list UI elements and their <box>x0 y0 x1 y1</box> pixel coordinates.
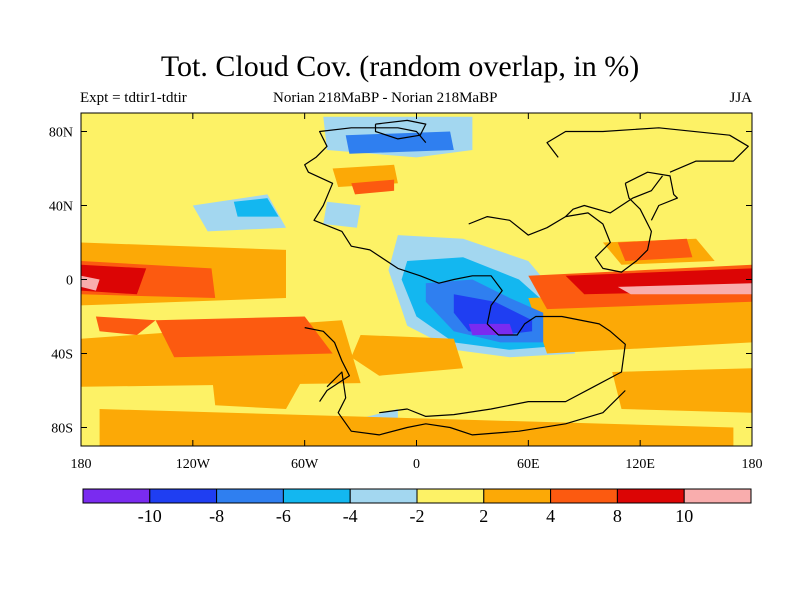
cloud-anomaly-region <box>323 201 361 228</box>
colorbar-label: 8 <box>613 506 622 526</box>
cloud-anomaly-region <box>468 323 514 335</box>
coastline <box>546 127 749 173</box>
x-tick-label: 60E <box>517 457 540 472</box>
coastline <box>326 371 626 436</box>
x-tick-label: 120E <box>625 457 655 472</box>
cloud-anomaly-region <box>351 179 395 195</box>
cloud-anomaly-region <box>345 131 454 154</box>
coastline <box>468 183 652 273</box>
cloud-anomaly-region <box>211 372 305 409</box>
y-tick-label: 40N <box>49 200 73 215</box>
cloud-anomaly-region <box>617 238 693 261</box>
colorbar-swatch <box>149 488 218 504</box>
case-label: Norian 218MaBP - Norian 218MaBP <box>273 90 498 106</box>
coastline <box>304 127 626 417</box>
coastline-layer <box>304 119 749 436</box>
y-tick-label: 0 <box>66 274 73 289</box>
cloud-anomaly-region <box>95 316 156 335</box>
cloud-anomaly-region <box>617 283 752 295</box>
x-tick-label: 180 <box>71 457 92 472</box>
cloud-anomaly-region <box>612 368 752 413</box>
cloud-anomaly-region <box>155 316 333 358</box>
colorbar-swatch <box>550 488 618 504</box>
field-layer <box>81 113 752 446</box>
colorbar: -10 -8 -6 -4 -2 2 4 8 10 <box>82 488 752 526</box>
y-tick-label: 80N <box>49 126 73 141</box>
colorbar-label: 4 <box>546 506 555 526</box>
cloud-anomaly-region <box>233 198 279 217</box>
experiment-label: Expt = tdtir1-tdtir <box>80 90 187 106</box>
cloud-anomaly-region <box>99 409 734 446</box>
coastline <box>304 327 350 402</box>
colorbar-swatch <box>483 488 552 504</box>
coastline <box>565 175 663 218</box>
colorbar-swatch <box>82 488 151 504</box>
colorbar-label: -2 <box>410 506 425 526</box>
colorbar-label: -6 <box>276 506 291 526</box>
colorbar-swatch <box>416 488 485 504</box>
coastline <box>625 171 678 221</box>
x-tick-label: 60W <box>291 457 319 472</box>
colorbar-label: -8 <box>209 506 224 526</box>
x-tick-label: 180 <box>742 457 763 472</box>
colorbar-label: -4 <box>343 506 358 526</box>
colorbar-swatch <box>216 488 284 504</box>
colorbar-label: 10 <box>675 506 693 526</box>
x-tick-label: 0 <box>413 457 420 472</box>
colorbar-label: -10 <box>138 506 162 526</box>
season-label: JJA <box>729 90 752 106</box>
y-tick-label: 80S <box>51 422 73 437</box>
chart-title: Tot. Cloud Cov. (random overlap, in %) <box>160 50 640 83</box>
colorbar-swatch <box>616 488 685 504</box>
cloud-anomaly-region <box>81 264 147 295</box>
coastline <box>374 119 427 140</box>
colorbar-label: 2 <box>479 506 488 526</box>
cloud-anomaly-region <box>351 335 464 376</box>
colorbar-swatch <box>683 488 752 504</box>
y-tick-label: 40S <box>51 348 73 363</box>
axis-layer: 180 120W 60W 0 60E 120E 180 80N 40N 0 40S 80S <box>49 113 763 472</box>
colorbar-swatch <box>282 488 351 504</box>
x-tick-label: 120W <box>176 457 211 472</box>
colorbar-swatch <box>349 488 418 504</box>
